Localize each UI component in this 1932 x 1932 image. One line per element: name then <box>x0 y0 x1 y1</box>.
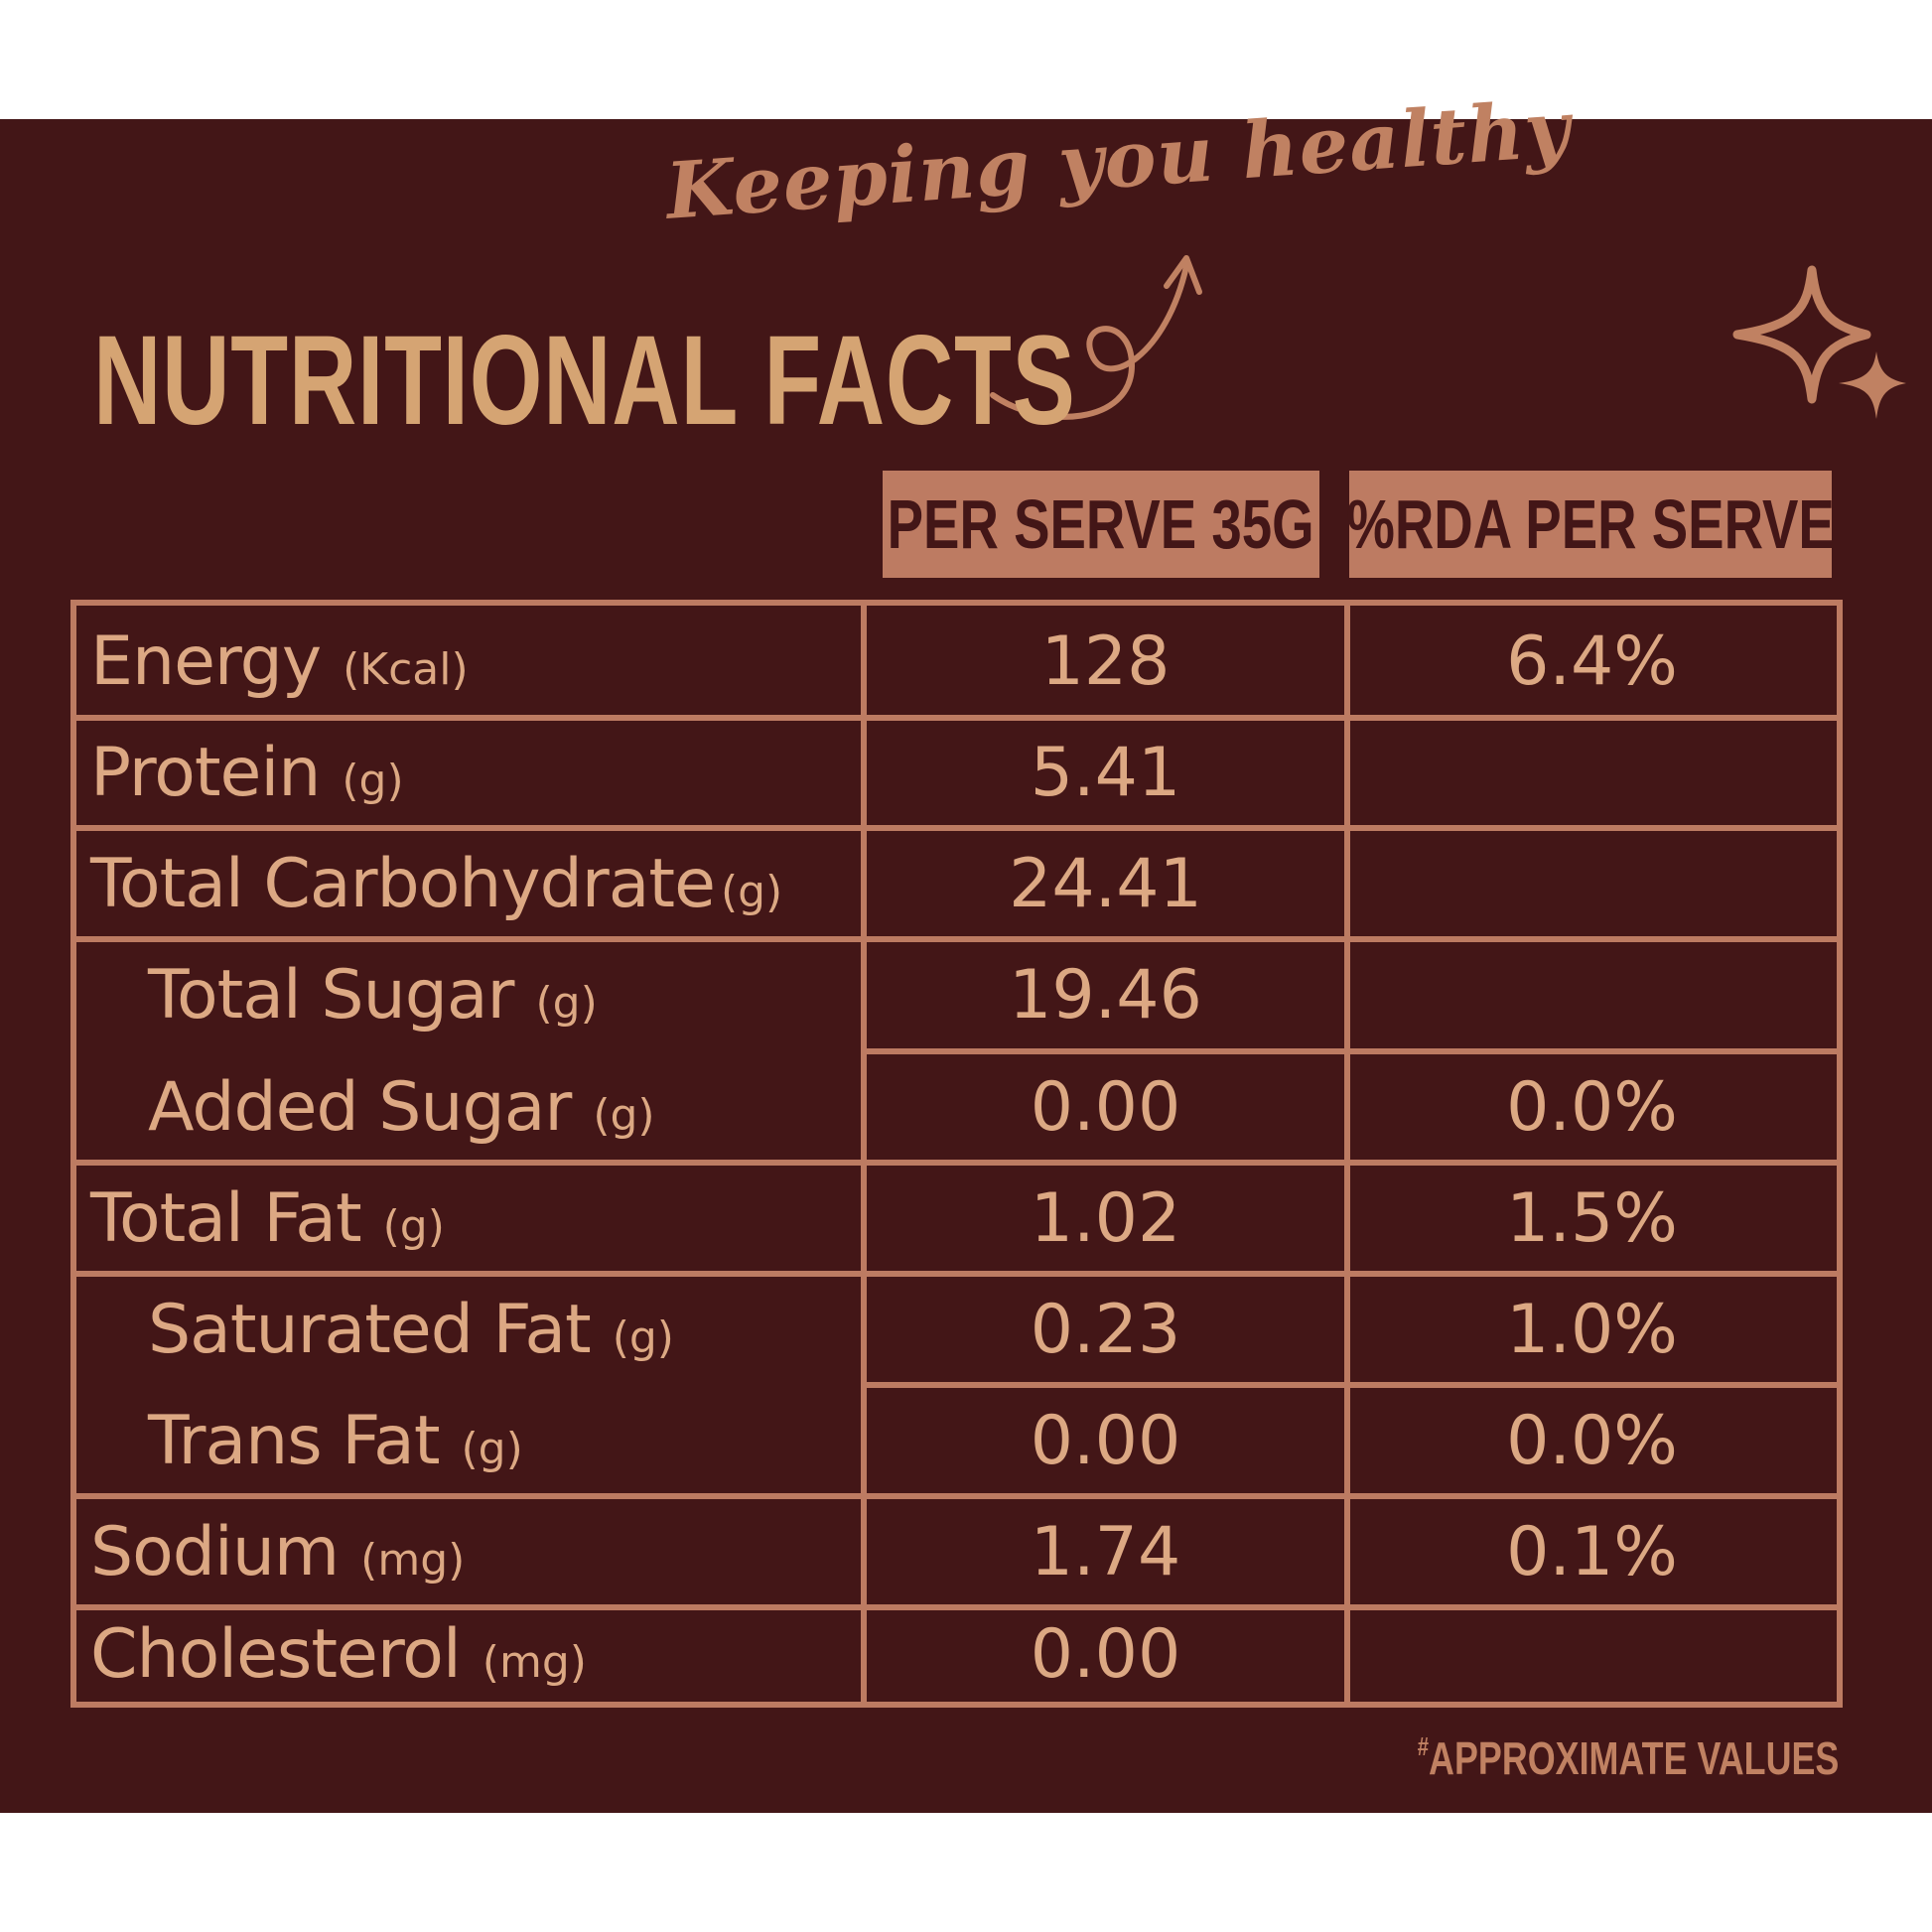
nutrient-unit: (Kcal) <box>343 644 469 695</box>
nutrient-name: Cholesterol <box>90 1615 462 1694</box>
per-serve-value: 0.23 <box>1030 1290 1181 1369</box>
footnote-text: APPROXIMATE VALUES <box>1428 1732 1839 1784</box>
nutrient-label: Added Sugar (g) <box>148 1051 655 1163</box>
per-serve-value: 0.00 <box>1030 1615 1181 1694</box>
nutrient-unit: (mg) <box>482 1637 587 1688</box>
header-rda-label: %RDA PER SERVE <box>1346 485 1835 563</box>
nutrient-unit: (g) <box>461 1423 523 1474</box>
nutrient-label: Total Fat (g) <box>90 1163 445 1274</box>
nutrient-label: Saturated Fat (g) <box>148 1274 674 1385</box>
nutrient-label: Trans Fat (g) <box>148 1385 523 1496</box>
row-divider <box>76 1493 1837 1499</box>
nutrient-unit: (g) <box>382 1200 445 1252</box>
header-per-serve-label: PER SERVE 35G <box>888 485 1314 563</box>
row-divider <box>864 1048 1837 1054</box>
nutrition-panel <box>0 119 1932 1813</box>
nutrient-label: Total Carbohydrate (g) <box>90 828 782 939</box>
rda-value <box>1347 939 1837 1051</box>
per-serve-value: 5.41 <box>1030 734 1181 812</box>
row-divider <box>76 1604 1837 1610</box>
per-serve-value: 1.02 <box>1030 1178 1181 1258</box>
nutrient-label: Protein (g) <box>90 718 404 828</box>
nutrition-table: Energy (Kcal) 128 6.4% Protein (g) 5.41 Total C… <box>70 600 1843 1708</box>
nutrient-name: Saturated Fat <box>148 1290 592 1369</box>
rda-value: 1.0% <box>1506 1290 1678 1369</box>
row-divider <box>76 1160 1837 1166</box>
nutrient-name: Total Sugar <box>148 956 514 1035</box>
per-serve-value: 19.46 <box>1009 956 1202 1035</box>
footnote-mark: # <box>1417 1731 1429 1761</box>
nutrient-name: Protein <box>90 734 321 812</box>
nutrient-name: Energy <box>90 622 322 701</box>
nutrient-unit: (g) <box>593 1089 655 1141</box>
nutrient-label: Sodium (mg) <box>90 1496 465 1607</box>
nutrient-unit: (g) <box>342 756 404 806</box>
column-divider <box>861 606 867 1702</box>
rda-value: 0.0% <box>1506 1401 1678 1480</box>
row-divider <box>76 825 1837 831</box>
per-serve-value: 128 <box>1040 622 1171 701</box>
row-divider <box>864 1382 1837 1388</box>
nutrient-name: Trans Fat <box>148 1401 441 1480</box>
page-title: NUTRITIONAL FACTS <box>93 310 1076 452</box>
sparkle-icon <box>1732 265 1906 419</box>
nutrient-unit: (g) <box>720 866 783 917</box>
rda-value: 0.1% <box>1506 1512 1678 1591</box>
rda-value <box>1347 828 1837 939</box>
nutrient-unit: (mg) <box>360 1534 466 1586</box>
nutrient-name: Total Fat <box>90 1178 362 1258</box>
per-serve-value: 0.00 <box>1030 1401 1181 1480</box>
per-serve-value: 0.00 <box>1030 1067 1181 1147</box>
rda-value: 6.4% <box>1506 622 1678 701</box>
per-serve-value: 24.41 <box>1009 844 1202 923</box>
per-serve-value: 1.74 <box>1030 1512 1181 1591</box>
footnote: #APPROXIMATE VALUES <box>1417 1731 1839 1785</box>
rda-value <box>1347 1607 1837 1702</box>
row-divider <box>76 715 1837 721</box>
header-per-serve: PER SERVE 35G <box>883 471 1319 578</box>
nutrient-unit: (g) <box>612 1311 674 1363</box>
curly-arrow-icon <box>990 255 1202 420</box>
nutrient-name: Sodium <box>90 1512 340 1591</box>
rda-value: 0.0% <box>1506 1067 1678 1147</box>
nutrient-name: Total Carbohydrate <box>90 844 716 923</box>
nutrient-label: Energy (Kcal) <box>90 606 469 718</box>
rda-value <box>1347 718 1837 828</box>
row-divider <box>76 936 1837 942</box>
nutrient-unit: (g) <box>535 978 598 1029</box>
header-rda: %RDA PER SERVE <box>1346 471 1835 578</box>
nutrient-label: Total Sugar (g) <box>148 939 598 1051</box>
nutrient-label: Cholesterol (mg) <box>90 1607 587 1702</box>
row-divider <box>76 1271 1837 1277</box>
rda-value: 1.5% <box>1506 1178 1678 1258</box>
column-divider <box>1344 606 1350 1702</box>
nutrient-name: Added Sugar <box>148 1067 572 1147</box>
